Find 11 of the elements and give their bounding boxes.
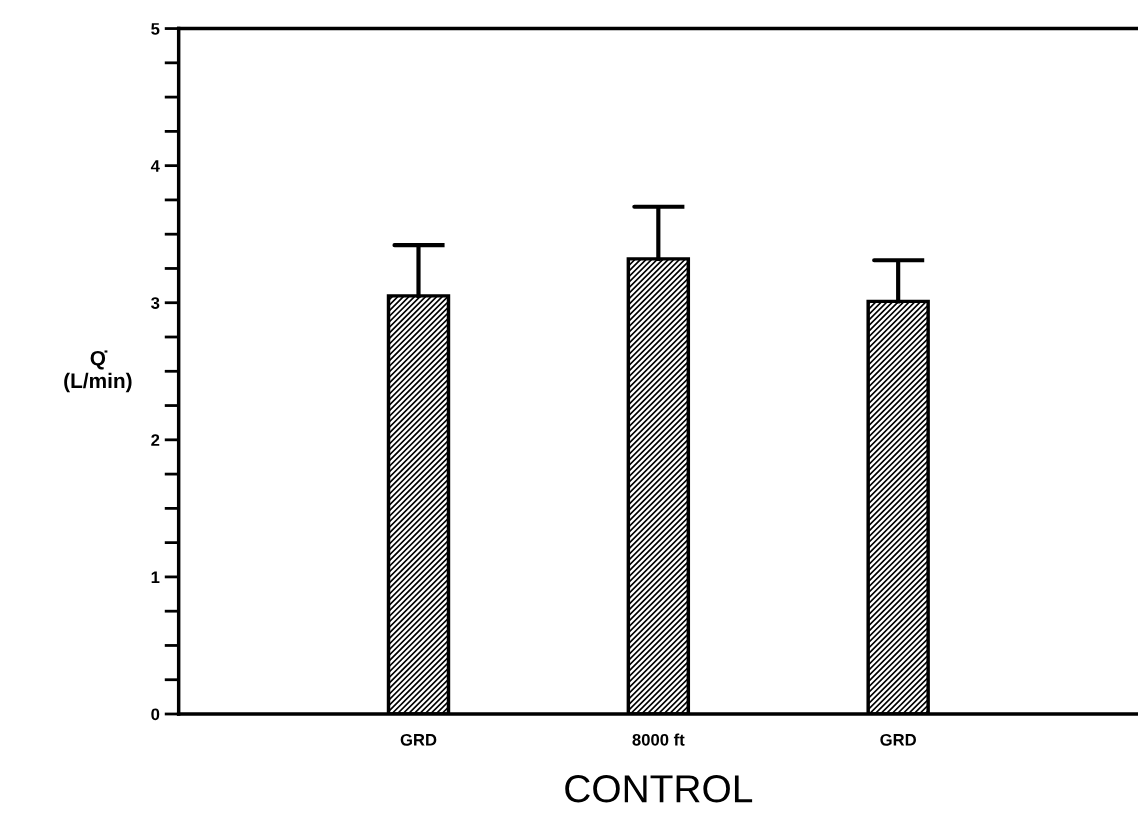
y-tick-label: 1 [151,571,160,583]
y-tick-label: 5 [151,23,160,35]
y-axis-title: Q̇ (L/min) [64,350,132,393]
y-tick-label: 2 [151,434,160,446]
y-tick-label: 3 [151,297,160,309]
y-tick-label: 0 [151,708,160,721]
x-tick-label: GRD [400,733,437,746]
x-tick-label: GRD [880,733,916,746]
y-tick-label: 4 [150,160,160,172]
x-axis-title: CONTROL [565,775,753,803]
x-tick-label: 8000 ft [632,733,685,746]
